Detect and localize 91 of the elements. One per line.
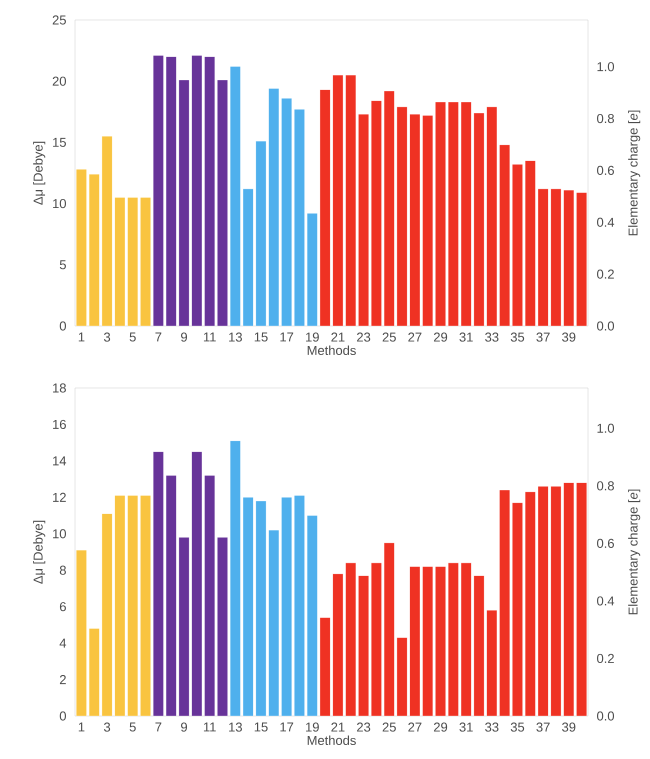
x-tick-label: 1 [78,332,84,342]
y-tick-label: 0 [60,321,66,331]
y2-tick-label: 0.6 [597,166,614,175]
y2-tick-label: 0.0 [597,711,614,721]
bar [512,164,523,326]
y-tick-label: 6 [60,602,66,612]
y-tick-label: 25 [52,15,66,25]
x-tick-label: 5 [130,332,136,342]
y-tick-label: 10 [53,529,66,538]
y2-tick-label: 0.8 [597,481,614,490]
y-tick-label: 2 [60,675,66,684]
y2-tick-label: 0.2 [597,654,614,664]
bar [256,141,266,326]
x-tick-label: 11 [204,722,216,732]
x-axis-title: Methods [308,346,356,356]
y-axis-title: Δμ [Debye] [33,142,46,205]
bar [127,197,138,326]
y2-tick-label: 0.4 [597,596,614,606]
x-tick-label: 39 [562,722,576,732]
bar [320,90,330,326]
x-tick-label: 33 [485,722,498,732]
bar [294,109,305,326]
x-tick-label: 31 [459,332,473,342]
x-tick-label: 19 [306,722,319,732]
y2-tick-label: 0.6 [597,538,614,548]
x-tick-label: 5 [130,722,136,732]
x-tick-label: 13 [229,722,242,732]
x-tick-label: 19 [306,332,319,342]
x-tick-label: 23 [357,722,370,732]
bar [102,136,112,326]
x-tick-label: 1 [78,722,84,732]
y2-axis-title: Elementary charge [e] [628,110,640,236]
x-tick-label: 17 [280,722,294,732]
x-tick-label: 39 [562,332,576,342]
bar [396,106,408,326]
x-tick-label: 35 [510,332,524,342]
x-axis-title: Methods [308,736,356,746]
x-tick-label: 9 [181,332,188,342]
bar [371,100,382,326]
y2-tick-label: 0.8 [597,114,614,124]
y-tick-label: 16 [53,420,66,430]
bar [550,188,562,326]
x-tick-label: 15 [254,332,268,342]
x-tick-label: 25 [382,722,396,732]
y2-tick-label: 0.2 [597,270,614,279]
y-tick-label: 14 [53,456,66,466]
x-tick-label: 29 [434,332,448,342]
y-tick-label: 15 [53,138,66,147]
y-tick-label: 10 [53,199,66,208]
y-tick-label: 4 [60,638,66,648]
y2-tick-label: 0.4 [597,218,614,227]
bar [281,98,292,326]
x-tick-label: 7 [155,722,162,732]
x-tick-label: 33 [485,332,498,342]
x-tick-label: 15 [254,722,268,732]
x-tick-label: 13 [229,332,242,342]
x-tick-label: 21 [331,332,344,342]
bar [140,197,151,326]
y-tick-label: 8 [60,566,66,575]
y-tick-label: 18 [53,383,66,393]
x-tick-label: 27 [408,722,422,732]
x-tick-label: 37 [536,722,550,732]
y2-axis-title: Elementary charge [e] [628,490,640,614]
bar [217,80,228,326]
x-tick-label: 23 [357,332,370,342]
y2-tick-label: 0.0 [597,321,614,331]
x-tick-label: 35 [510,722,524,732]
bar [358,114,369,326]
bar [114,197,126,326]
y2-tick-label: 1.0 [598,62,614,72]
x-tick-label: 31 [459,722,473,732]
bar [178,80,190,326]
y2-tick-label: 1.0 [598,424,614,433]
bar [76,169,87,326]
x-tick-label: 11 [204,332,216,342]
x-tick-label: 21 [331,722,344,732]
bar [576,192,587,326]
x-tick-label: 17 [280,332,294,342]
x-tick-label: 29 [434,722,448,732]
x-tick-label: 3 [104,722,110,732]
x-tick-label: 9 [181,722,188,732]
x-tick-label: 3 [104,332,110,342]
x-tick-label: 25 [382,332,396,342]
x-tick-label: 7 [155,332,162,342]
y-tick-label: 5 [60,260,66,270]
y-tick-label: 20 [52,76,66,86]
y-tick-label: 0 [60,711,66,721]
x-tick-label: 27 [408,332,422,342]
y-tick-label: 12 [53,492,66,502]
x-tick-label: 37 [536,332,550,342]
y-axis-title: Δμ [Debye] [33,520,46,584]
